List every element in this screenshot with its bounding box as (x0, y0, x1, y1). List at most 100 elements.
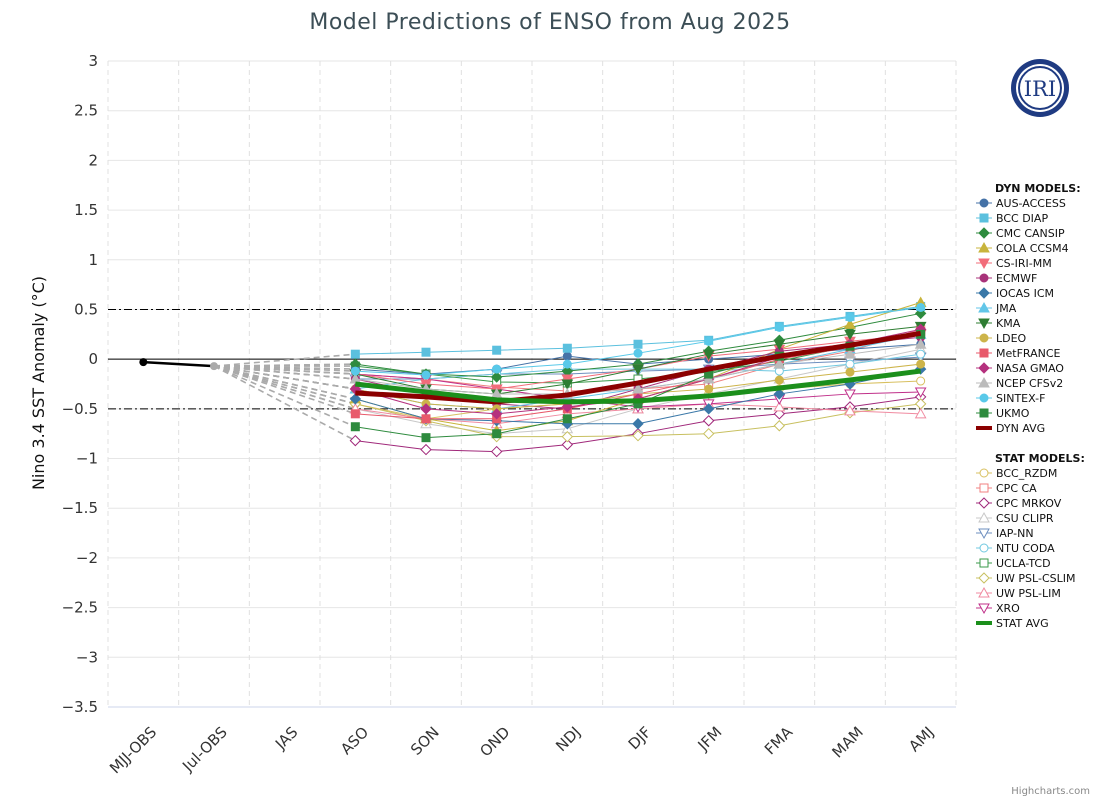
legend-label: STAT AVG (996, 617, 1049, 630)
legend-item: KMA (976, 317, 1021, 330)
y-tick-label: 0 (88, 350, 98, 368)
obs-connector (213, 365, 356, 390)
legend-label: CS-IRI-MM (996, 257, 1052, 270)
data-point (421, 433, 431, 443)
x-tick-label: NDJ (552, 723, 584, 755)
obs-connector (213, 365, 356, 380)
legend-item: IOCAS ICM (976, 287, 1054, 300)
x-tick-label: MJJ-OBS (106, 723, 160, 777)
legend-marker (978, 572, 990, 584)
data-point (916, 349, 926, 359)
data-point (561, 401, 574, 413)
data-point (492, 429, 502, 439)
y-tick-label: 1 (88, 251, 98, 269)
data-point (702, 427, 715, 440)
y-tick-label: 2.5 (74, 102, 98, 120)
legend-item: LDEO (976, 332, 1027, 345)
data-point (492, 345, 502, 355)
data-point (632, 418, 644, 430)
legend-item: CSU CLIPR (976, 511, 1054, 525)
data-point (704, 384, 714, 394)
legend-item: JMA (976, 301, 1017, 315)
y-tick-label: −1.5 (62, 499, 98, 517)
legend-marker (979, 273, 989, 283)
legend-marker (979, 543, 989, 553)
observed-point (210, 362, 218, 371)
legend-marker (979, 468, 989, 478)
obs-connector (213, 365, 356, 375)
data-point (844, 404, 856, 416)
x-tick-label: OND (476, 723, 513, 760)
data-point (349, 434, 362, 447)
legend-item: NCEP CFSv2 (976, 376, 1063, 390)
legend-marker (979, 483, 989, 493)
x-tick-label: JAS (271, 723, 301, 753)
data-point (632, 382, 644, 394)
obs-connector (213, 365, 356, 442)
legend-marker (979, 558, 989, 568)
data-point (350, 349, 360, 359)
legend-item: CPC CA (976, 482, 1037, 495)
data-point (702, 403, 715, 415)
legend-marker (978, 241, 990, 253)
data-point (773, 408, 786, 420)
legend-item: AUS-ACCESS (976, 197, 1066, 210)
legend-item: BCC_RZDM (976, 467, 1057, 480)
legend-label: XRO (996, 602, 1020, 615)
legend-marker (978, 287, 990, 299)
data-point (914, 387, 927, 398)
legend-label: UW PSL-LIM (996, 587, 1061, 600)
logo-inner-ring (1018, 66, 1062, 110)
legend-item: NTU CODA (976, 542, 1055, 555)
data-point (914, 398, 927, 410)
data-point (421, 370, 431, 380)
legend-marker (979, 333, 989, 343)
data-point (421, 347, 431, 357)
y-tick-label: −3.5 (62, 698, 98, 716)
y-tick-label: −0.5 (62, 400, 98, 418)
data-point (421, 414, 431, 424)
iri-logo: IRI (1011, 59, 1069, 117)
legend-label: KMA (996, 317, 1021, 330)
legend-label: IOCAS ICM (996, 287, 1054, 300)
legend-label: UKMO (996, 407, 1030, 420)
data-point (561, 438, 574, 451)
obs-connector (213, 365, 356, 410)
legend-label: ECMWF (996, 272, 1037, 285)
data-point (774, 322, 784, 332)
legend-label: NASA GMAO (996, 362, 1064, 375)
avg-line-stat-avg (355, 368, 921, 405)
legend-label: BCC_RZDM (996, 467, 1057, 480)
legend-marker (978, 497, 990, 509)
data-point (350, 422, 360, 432)
y-tick-label: −2 (76, 549, 98, 567)
data-point (773, 420, 786, 432)
data-point (774, 375, 784, 385)
legend-label: CPC MRKOV (996, 497, 1062, 510)
legend-marker (979, 198, 989, 208)
legend-marker (979, 348, 989, 358)
legend-item: NASA GMAO (976, 362, 1064, 375)
legend-item: STAT AVG (976, 617, 1049, 630)
data-point (914, 338, 927, 349)
legend-marker (978, 227, 990, 239)
data-point (773, 400, 786, 412)
legend-marker (979, 408, 989, 418)
legend-marker (978, 528, 990, 540)
avg-line-dyn-avg (355, 330, 922, 405)
legend-label: DYN AVG (996, 422, 1045, 435)
legend-label: MetFRANCE (996, 347, 1061, 360)
legend-item: CMC CANSIP (976, 227, 1065, 240)
data-point (350, 409, 360, 419)
x-tick-label: DJF (625, 723, 655, 753)
x-tick-label: JFM (694, 723, 726, 755)
data-point (490, 445, 503, 458)
y-tick-label: −1 (76, 450, 98, 468)
data-point (916, 359, 926, 369)
legend-label: CPC CA (996, 482, 1037, 495)
data-point (420, 443, 432, 456)
legend-label: CMC CANSIP (996, 227, 1065, 240)
highcharts-credit[interactable]: Highcharts.com (1011, 786, 1090, 797)
legend-marker (978, 258, 990, 270)
data-point (492, 364, 502, 374)
